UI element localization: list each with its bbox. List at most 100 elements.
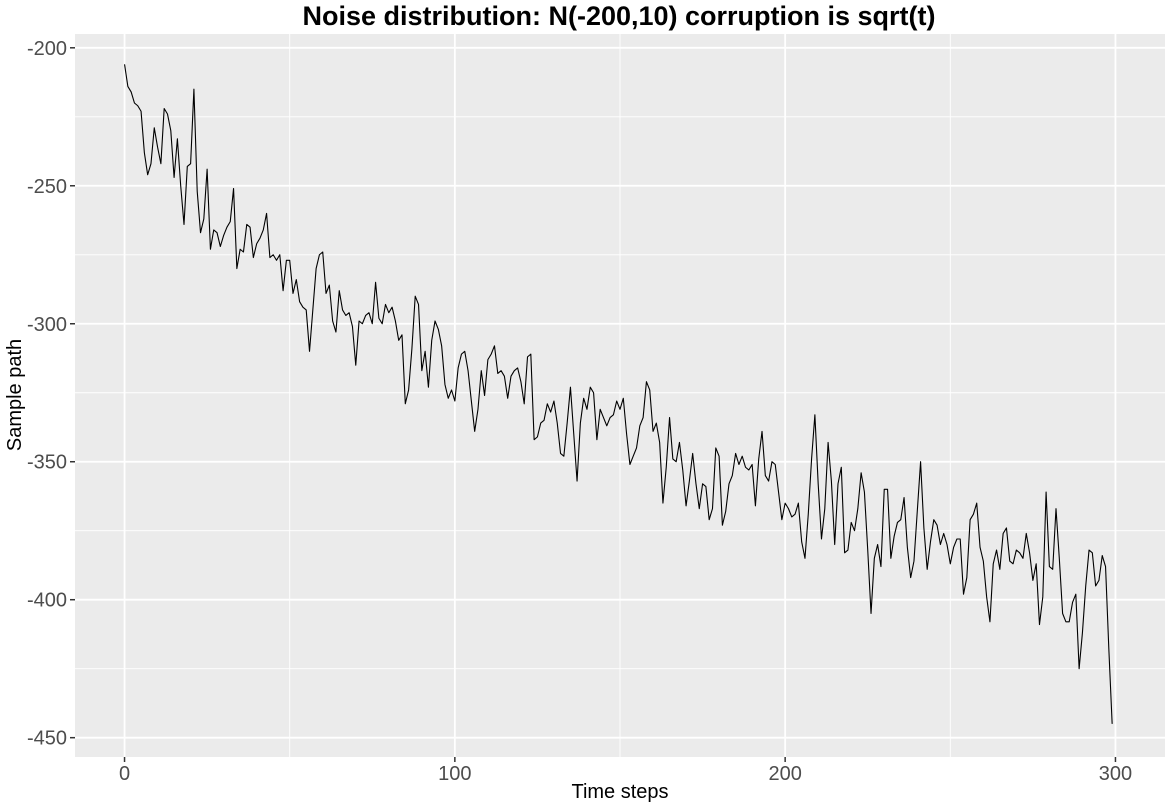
data-point — [818, 483, 819, 484]
data-point — [874, 558, 875, 559]
data-point — [722, 525, 723, 526]
data-point — [411, 348, 412, 349]
data-point — [183, 224, 184, 225]
data-point — [1052, 569, 1053, 570]
data-point — [150, 163, 151, 164]
x-tick-label: 100 — [438, 763, 471, 785]
data-point — [299, 301, 300, 302]
data-point — [857, 508, 858, 509]
data-point — [894, 536, 895, 537]
data-point — [936, 525, 937, 526]
data-point — [586, 409, 587, 410]
x-tick-label: 200 — [768, 763, 801, 785]
data-point — [913, 560, 914, 561]
data-point — [804, 558, 805, 559]
data-point — [652, 431, 653, 432]
data-point — [1036, 563, 1037, 564]
data-point — [474, 431, 475, 432]
data-point — [401, 334, 402, 335]
data-point — [253, 257, 254, 258]
data-point — [745, 467, 746, 468]
data-point — [758, 458, 759, 459]
data-point — [910, 577, 911, 578]
data-point — [309, 351, 310, 352]
data-point — [576, 480, 577, 481]
data-point — [497, 373, 498, 374]
data-point — [613, 414, 614, 415]
data-point — [527, 356, 528, 357]
data-point — [623, 398, 624, 399]
data-point — [481, 370, 482, 371]
data-point — [626, 434, 627, 435]
data-point — [510, 376, 511, 377]
data-point — [1095, 585, 1096, 586]
data-point — [560, 453, 561, 454]
data-point — [131, 91, 132, 92]
data-point — [1006, 527, 1007, 528]
data-point — [596, 439, 597, 440]
data-point — [718, 456, 719, 457]
data-point — [768, 480, 769, 481]
data-point — [187, 166, 188, 167]
data-point — [385, 304, 386, 305]
data-point — [999, 569, 1000, 570]
data-point — [246, 224, 247, 225]
data-point — [441, 345, 442, 346]
y-tick-label: -300 — [27, 314, 67, 336]
data-point — [316, 268, 317, 269]
data-point — [448, 398, 449, 399]
data-point — [950, 563, 951, 564]
data-point — [831, 480, 832, 481]
data-point — [814, 414, 815, 415]
data-point — [431, 340, 432, 341]
data-point — [616, 400, 617, 401]
data-point — [524, 403, 525, 404]
data-point — [917, 511, 918, 512]
data-point — [649, 389, 650, 390]
data-point — [781, 519, 782, 520]
data-point — [454, 400, 455, 401]
data-point — [1019, 552, 1020, 553]
data-point — [887, 489, 888, 490]
data-point — [884, 489, 885, 490]
data-point — [933, 519, 934, 520]
data-point — [332, 320, 333, 321]
data-point — [434, 320, 435, 321]
data-point — [976, 503, 977, 504]
data-point — [854, 530, 855, 531]
data-point — [319, 254, 320, 255]
y-tick-label: -450 — [27, 728, 67, 750]
data-point — [461, 354, 462, 355]
data-point — [1045, 491, 1046, 492]
data-point — [672, 458, 673, 459]
data-point — [451, 389, 452, 390]
data-point — [220, 246, 221, 247]
data-point — [421, 370, 422, 371]
data-point — [606, 425, 607, 426]
data-point — [682, 469, 683, 470]
data-point — [335, 331, 336, 332]
data-point — [752, 464, 753, 465]
data-point — [953, 547, 954, 548]
data-point — [226, 227, 227, 228]
data-point — [388, 312, 389, 313]
data-point — [877, 544, 878, 545]
data-point — [821, 538, 822, 539]
data-point — [970, 519, 971, 520]
data-point — [494, 345, 495, 346]
data-point — [458, 367, 459, 368]
data-point — [732, 475, 733, 476]
data-point — [771, 461, 772, 462]
data-point — [127, 86, 128, 87]
data-point — [1055, 508, 1056, 509]
data-point — [233, 188, 234, 189]
data-point — [900, 519, 901, 520]
data-point — [391, 307, 392, 308]
data-point — [550, 411, 551, 412]
data-point — [1072, 602, 1073, 603]
data-point — [811, 458, 812, 459]
data-point — [256, 243, 257, 244]
data-point — [517, 367, 518, 368]
data-point — [547, 403, 548, 404]
data-point — [712, 508, 713, 509]
